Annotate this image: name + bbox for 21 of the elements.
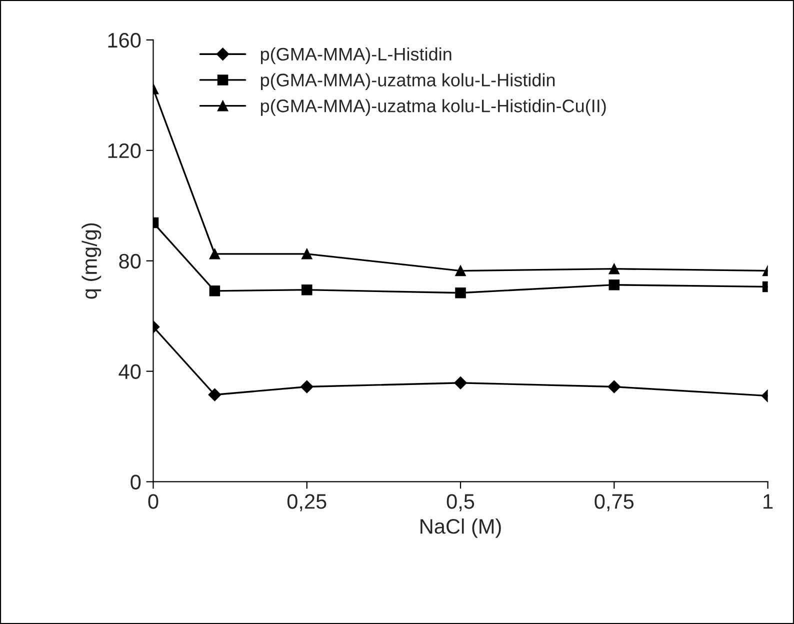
point [455, 265, 466, 276]
point [300, 380, 314, 394]
y-tick-label: 160 [108, 32, 141, 48]
y-tick-label: 0 [130, 474, 141, 490]
point [302, 284, 312, 296]
y-axis-title: q (mg/g) [82, 223, 102, 299]
x-tick-label: 1 [764, 494, 773, 509]
x-tick-label: 0 [148, 494, 158, 509]
point [302, 248, 312, 260]
point [455, 287, 466, 298]
legend-label: p(GMA-MMA)-uzatma kolu-L-Histidin-Cu(II) [260, 99, 606, 116]
legend-label: p(GMA-MMA)-L-Histidin [260, 47, 452, 64]
point [454, 376, 467, 390]
x-tick-label: 0,5 [446, 494, 474, 512]
y-tick-label: 120 [108, 143, 141, 158]
y-tick-label: 80 [119, 254, 141, 269]
x-tick-label: 0,75 [594, 494, 634, 512]
x-axis-title: NaCl (M) [420, 518, 501, 538]
y-tick-label: 40 [118, 364, 141, 380]
x-tick-label: 0,25 [287, 494, 326, 512]
legend-label: p(GMA-MMA)-uzatma kolu-L-Histidin [260, 73, 555, 90]
